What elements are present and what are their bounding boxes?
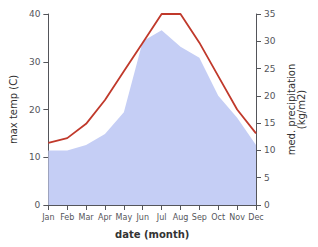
svg-text:Aug: Aug xyxy=(173,213,189,222)
svg-text:Sep: Sep xyxy=(192,213,207,222)
svg-text:May: May xyxy=(116,213,133,222)
svg-text:date (month): date (month) xyxy=(115,229,189,240)
svg-text:(kg/m2): (kg/m2) xyxy=(296,90,307,130)
svg-text:Dec: Dec xyxy=(248,213,263,222)
svg-text:35: 35 xyxy=(264,9,275,19)
svg-text:Jan: Jan xyxy=(41,213,54,222)
svg-text:10: 10 xyxy=(264,145,276,155)
svg-text:0: 0 xyxy=(35,200,41,210)
svg-text:Mar: Mar xyxy=(79,213,95,222)
svg-text:med. precipitation: med. precipitation xyxy=(285,63,297,156)
svg-text:Feb: Feb xyxy=(60,213,74,222)
svg-text:40: 40 xyxy=(29,9,41,19)
svg-text:25: 25 xyxy=(264,64,275,74)
svg-text:Apr: Apr xyxy=(98,213,113,222)
svg-text:5: 5 xyxy=(264,173,270,183)
svg-text:10: 10 xyxy=(29,152,41,162)
svg-text:Nov: Nov xyxy=(229,213,245,222)
svg-text:Jun: Jun xyxy=(135,213,149,222)
svg-text:15: 15 xyxy=(264,118,275,128)
svg-text:20: 20 xyxy=(29,105,41,115)
svg-text:Oct: Oct xyxy=(211,213,225,222)
svg-text:20: 20 xyxy=(264,91,276,101)
svg-text:30: 30 xyxy=(29,57,41,67)
svg-text:Jul: Jul xyxy=(156,213,167,222)
svg-text:0: 0 xyxy=(264,200,270,210)
svg-text:30: 30 xyxy=(264,36,276,46)
svg-text:max temp (C): max temp (C) xyxy=(8,75,19,144)
